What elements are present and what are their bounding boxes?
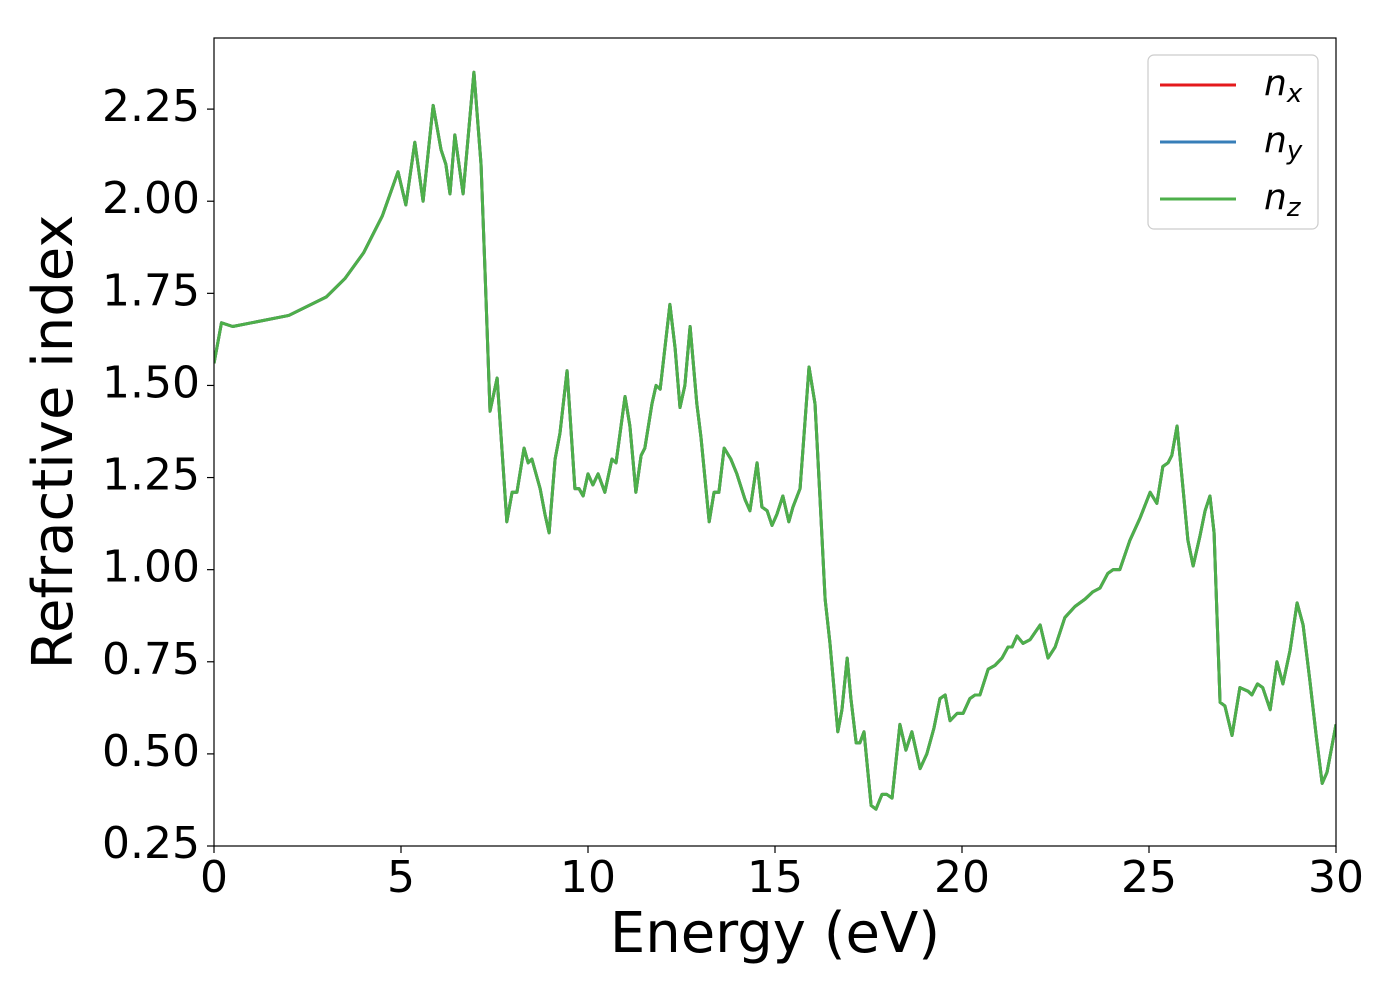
x-tick-label: 15 [747,852,803,903]
y-tick-label: 2.00 [102,173,200,224]
y-tick-label: 1.50 [102,357,200,408]
y-tick-label: 1.00 [102,542,200,593]
y-tick-label: 2.25 [102,81,200,132]
legend-label: nz [1264,177,1302,223]
legend-label: nx [1264,63,1303,109]
x-tick-label: 25 [1121,852,1177,903]
x-tick-label: 10 [560,852,616,903]
y-tick-label: 1.75 [102,265,200,316]
x-tick-label: 5 [387,852,415,903]
y-tick-label: 0.50 [102,726,200,777]
y-tick-label: 1.25 [102,450,200,501]
legend-label: ny [1264,120,1303,166]
y-tick-label: 0.75 [102,634,200,685]
series-line [214,70,1336,811]
y-axis-label: Refractive index [21,215,86,670]
x-axis-label: Energy (eV) [610,901,940,966]
x-tick-label: 0 [200,852,228,903]
x-tick-label: 30 [1308,852,1364,903]
x-tick-label: 20 [934,852,990,903]
y-tick-label: 0.25 [102,818,200,869]
